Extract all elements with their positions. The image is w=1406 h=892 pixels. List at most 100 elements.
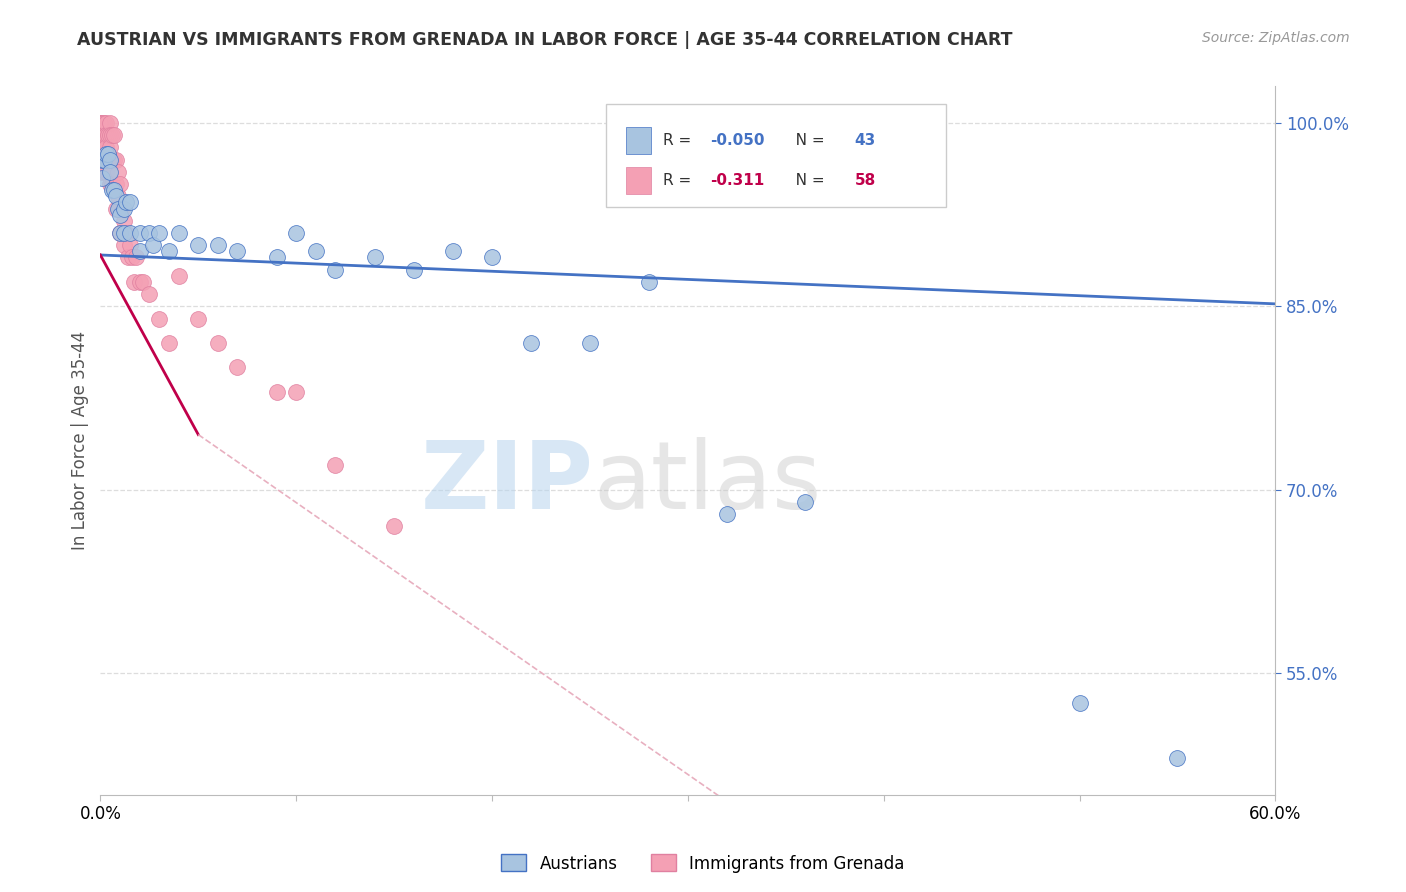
Point — [98, 153, 121, 167]
Point — [118, 226, 141, 240]
Point — [89, 116, 111, 130]
Text: 58: 58 — [855, 173, 876, 187]
Point — [285, 384, 308, 399]
Point — [112, 238, 135, 252]
Text: atlas: atlas — [593, 437, 823, 529]
Text: AUSTRIAN VS IMMIGRANTS FROM GRENADA IN LABOR FORCE | AGE 35-44 CORRELATION CHART: AUSTRIAN VS IMMIGRANTS FROM GRENADA IN L… — [77, 31, 1012, 49]
Point — [97, 153, 120, 167]
Point — [112, 213, 135, 227]
Text: -0.050: -0.050 — [710, 133, 765, 148]
Point — [121, 251, 143, 265]
Legend: Austrians, Immigrants from Grenada: Austrians, Immigrants from Grenada — [495, 847, 911, 880]
Text: 43: 43 — [855, 133, 876, 148]
Point — [101, 153, 124, 167]
Point — [98, 128, 121, 143]
Point — [93, 153, 115, 167]
Point — [96, 146, 118, 161]
Point — [98, 116, 121, 130]
Point — [187, 311, 209, 326]
Point — [207, 335, 229, 350]
Point — [98, 140, 121, 154]
Point — [402, 262, 425, 277]
Point — [187, 238, 209, 252]
Point — [157, 335, 180, 350]
Point — [103, 128, 125, 143]
Point — [226, 360, 249, 375]
Point — [794, 495, 817, 509]
Point — [207, 238, 229, 252]
Point — [138, 287, 160, 301]
Point — [91, 171, 114, 186]
Point — [266, 251, 288, 265]
Point — [98, 153, 121, 167]
Point — [637, 275, 659, 289]
Y-axis label: In Labor Force | Age 35-44: In Labor Force | Age 35-44 — [72, 331, 89, 550]
Point — [96, 140, 118, 154]
Text: -0.311: -0.311 — [710, 173, 765, 187]
Point — [91, 140, 114, 154]
Point — [128, 275, 150, 289]
Point — [96, 165, 118, 179]
Point — [118, 238, 141, 252]
Point — [520, 335, 543, 350]
Point — [325, 262, 347, 277]
Point — [1166, 751, 1188, 765]
Point — [97, 128, 120, 143]
Point — [108, 202, 131, 216]
Point — [124, 251, 146, 265]
Text: ZIP: ZIP — [420, 437, 593, 529]
Point — [108, 226, 131, 240]
Point — [101, 128, 124, 143]
Point — [91, 128, 114, 143]
Point — [118, 195, 141, 210]
Point — [142, 238, 165, 252]
Point — [128, 244, 150, 259]
Point — [266, 384, 288, 399]
Point — [167, 268, 190, 283]
Point — [105, 189, 128, 203]
Point — [101, 183, 124, 197]
Point — [117, 251, 139, 265]
Point — [122, 275, 145, 289]
Text: N =: N = — [780, 133, 830, 148]
Point — [93, 128, 115, 143]
Point — [112, 226, 135, 240]
Point — [105, 202, 128, 216]
FancyBboxPatch shape — [606, 104, 946, 207]
Point — [305, 244, 328, 259]
Point — [132, 275, 155, 289]
Point — [481, 251, 503, 265]
Point — [112, 202, 135, 216]
Point — [89, 128, 111, 143]
Point — [96, 116, 118, 130]
Point — [226, 244, 249, 259]
Point — [91, 116, 114, 130]
Point — [93, 116, 115, 130]
Point — [111, 202, 134, 216]
Point — [148, 311, 170, 326]
Point — [101, 177, 124, 191]
Point — [114, 226, 136, 240]
Point — [167, 226, 190, 240]
Point — [91, 165, 114, 179]
Text: Source: ZipAtlas.com: Source: ZipAtlas.com — [1202, 31, 1350, 45]
Point — [98, 177, 121, 191]
Point — [107, 202, 129, 216]
Point — [148, 226, 170, 240]
Point — [285, 226, 308, 240]
Point — [579, 335, 602, 350]
Bar — [626, 128, 651, 154]
Point — [1069, 697, 1091, 711]
Point — [363, 251, 385, 265]
Point — [114, 195, 136, 210]
Point — [96, 128, 118, 143]
Point — [105, 177, 128, 191]
Point — [325, 458, 347, 472]
Point — [716, 507, 738, 521]
Point — [441, 244, 464, 259]
Text: R =: R = — [664, 173, 696, 187]
Point — [97, 146, 120, 161]
Point — [91, 153, 114, 167]
Point — [98, 165, 121, 179]
Bar — [626, 167, 651, 194]
